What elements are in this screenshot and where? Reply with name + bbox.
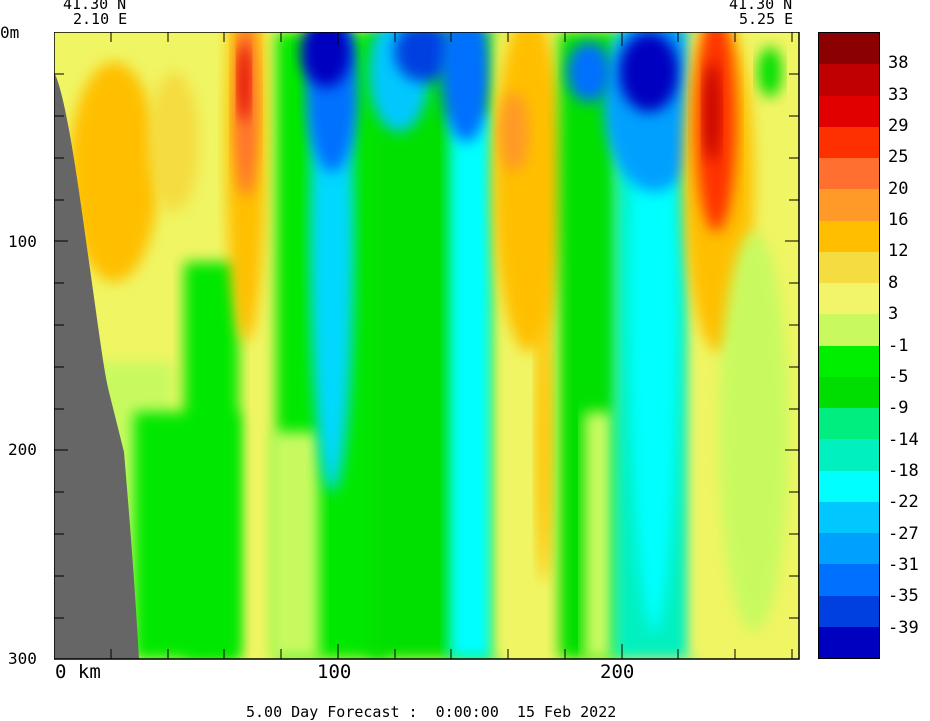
colorbar-swatch — [819, 439, 879, 471]
colorbar-swatch — [819, 283, 879, 315]
colorbar-swatch — [819, 408, 879, 440]
depth-top-label: 0m — [0, 23, 20, 42]
vertical-section-plot — [54, 32, 800, 660]
colorbar-swatch — [819, 345, 879, 377]
colorbar-label: -1 — [888, 335, 909, 356]
colorbar-label: -9 — [888, 398, 909, 419]
colorbar-swatch — [819, 33, 879, 65]
colorbar-labels: 38 33 29 25 20 16 12 8 3 -1 -5 -9 -14 -18 -22 -27 -31 -35… — [888, 32, 930, 659]
colorbar-label: 12 — [888, 241, 909, 262]
forecast-footer: 5.00 Day Forecast : 0:00:00 15 Feb 2022 — [246, 703, 617, 721]
tick-marks — [54, 32, 799, 659]
colorbar-swatch — [819, 533, 879, 565]
colorbar-label: -39 — [888, 617, 919, 638]
depth-tick-label-100: 100 — [8, 232, 37, 251]
left-latitude-label: 41.30 N — [63, 0, 127, 13]
colorbar-label: -5 — [888, 366, 909, 387]
colorbar-label: 16 — [888, 210, 909, 231]
colorbar-label: 8 — [888, 272, 899, 293]
colorbar-label: 25 — [888, 147, 909, 168]
colorbar-swatch — [819, 158, 879, 190]
colorbar-swatch — [819, 314, 879, 346]
left-longitude-label: 2.10 E — [73, 10, 128, 28]
colorbar-label: -22 — [888, 492, 919, 513]
colorbar — [818, 32, 880, 659]
colorbar-swatch — [819, 126, 879, 158]
colorbar-swatch — [819, 64, 879, 96]
colorbar-swatch — [819, 564, 879, 596]
colorbar-label: 38 — [888, 53, 909, 74]
depth-tick-label-300: 300 — [8, 649, 37, 668]
colorbar-label: -14 — [888, 429, 919, 450]
right-latitude-label: 41.30 N — [729, 0, 793, 13]
distance-tick-label-200: 200 — [600, 661, 635, 683]
colorbar-label: -35 — [888, 586, 919, 607]
field-bands — [69, 32, 799, 659]
colorbar-swatch — [819, 595, 879, 627]
land-mask — [54, 72, 139, 659]
plot-frame — [54, 32, 800, 660]
colorbar-label: -31 — [888, 554, 919, 575]
colorbar-label: 3 — [888, 304, 899, 325]
distance-tick-label-100: 100 — [317, 661, 352, 683]
colorbar-swatch — [819, 626, 879, 658]
colorbar-swatch — [819, 189, 879, 221]
colorbar-label: 20 — [888, 178, 909, 199]
colorbar-swatch — [819, 95, 879, 127]
colorbar-swatch — [819, 470, 879, 502]
colorbar-label: -27 — [888, 523, 919, 544]
colorbar-swatch — [819, 251, 879, 283]
colorbar-label: -18 — [888, 460, 919, 481]
right-longitude-label: 5.25 E — [739, 10, 794, 28]
colorbar-swatch — [819, 376, 879, 408]
distance-tick-label-0: 0 km — [55, 661, 101, 683]
colorbar-label: 29 — [888, 116, 909, 137]
colorbar-swatch — [819, 220, 879, 252]
colorbar-swatch — [819, 501, 879, 533]
depth-tick-label-200: 200 — [8, 440, 37, 459]
colorbar-label: 33 — [888, 84, 909, 105]
